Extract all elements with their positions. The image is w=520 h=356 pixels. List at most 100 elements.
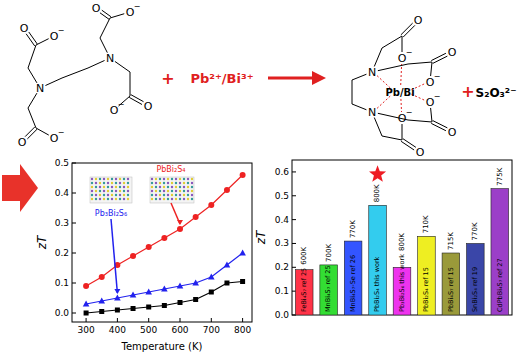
atom-dot: [111, 186, 113, 188]
y-tick: [72, 193, 76, 194]
series-line: [86, 282, 243, 314]
x-tick-label: 700: [203, 325, 220, 335]
atom-dot: [119, 198, 121, 200]
atom: O: [414, 14, 423, 27]
category-label: SnBi₂S₄ ref 19: [471, 267, 479, 312]
bond: [433, 56, 448, 63]
atom-dot: [171, 194, 173, 196]
bond: [36, 128, 49, 135]
series-label: Pb₃Bi₂S₆: [95, 209, 127, 218]
atom-dot: [123, 198, 125, 200]
atom-dot: [99, 178, 101, 180]
bond: [431, 62, 432, 76]
series-marker: [192, 280, 199, 286]
bar-annotation: 770K: [349, 220, 357, 238]
charge: −: [434, 92, 441, 101]
bond: [28, 45, 36, 68]
atom-dot: [123, 186, 125, 188]
atom-dot: [115, 198, 117, 200]
atom-dot: [163, 178, 165, 180]
highlight-star: [369, 165, 386, 181]
atom-dot: [155, 190, 157, 192]
x-tick: [148, 318, 149, 322]
atom: N: [368, 106, 376, 119]
atom: N: [368, 66, 376, 79]
atom-dot: [175, 194, 177, 196]
category-label: PbBi₂S₄ this work: [373, 256, 381, 312]
atom-dot: [95, 194, 97, 196]
bond: [45, 78, 62, 86]
charge: −: [406, 48, 413, 57]
atom: O: [448, 46, 457, 59]
atom-dot: [191, 186, 193, 188]
bond: [382, 36, 402, 48]
reaction-arrow-head: [312, 71, 326, 85]
bond: [129, 97, 142, 104]
series-group: [83, 172, 246, 316]
bond: [374, 118, 382, 136]
atom-dot: [107, 178, 109, 180]
series-label: PbBi₂S₄: [156, 165, 185, 174]
y-tick: [292, 219, 296, 220]
reaction-arrow: [268, 77, 314, 80]
bar-annotation: 770K: [471, 222, 479, 240]
atom-dot: [123, 190, 125, 192]
y-tick-label: 0.4: [55, 188, 70, 198]
charge: −: [134, 2, 141, 11]
atom-dot: [155, 198, 157, 200]
atom-dot: [107, 194, 109, 196]
atom-dot: [103, 178, 105, 180]
y-tick: [292, 243, 296, 244]
atom-dot: [175, 178, 177, 180]
atom-dot: [95, 178, 97, 180]
bond: [130, 72, 131, 96]
atom-dot: [127, 198, 129, 200]
reaction-scheme: NNOO−OO−OO−OO−+Pb²⁺/Bi³⁺NNO−OO−OO−OO−OPb…: [18, 2, 517, 159]
bond: [401, 141, 414, 150]
y-tick-label: 0.0: [55, 308, 70, 318]
bond: [401, 23, 413, 35]
bond: [131, 95, 144, 102]
series-marker: [239, 250, 246, 256]
atom-dot: [179, 182, 181, 184]
series-marker: [178, 300, 183, 305]
bar: [418, 236, 436, 315]
atom: N: [106, 52, 114, 65]
series-marker: [177, 283, 184, 289]
y-tick-label: 0.2: [275, 262, 289, 272]
charge: −: [406, 108, 413, 117]
bar-annotation: 800K: [398, 233, 406, 251]
bar-annotation: 710K: [422, 215, 430, 233]
series-marker: [145, 289, 152, 295]
atom-dot: [191, 190, 193, 192]
bond: [26, 34, 35, 46]
atom-dot: [103, 194, 105, 196]
series-marker: [208, 202, 214, 208]
atom-dot: [171, 198, 173, 200]
series-marker: [193, 214, 199, 220]
atom-dot: [111, 198, 113, 200]
atom-dot: [183, 190, 185, 192]
series-marker: [114, 295, 121, 301]
atom-dot: [163, 198, 165, 200]
bar-annotation: 800K: [373, 184, 381, 202]
atom-dot: [191, 198, 193, 200]
y-tick-label: 0.5: [275, 191, 289, 201]
bar-annotation: 775K: [496, 167, 504, 185]
atom-dot: [175, 182, 177, 184]
atom-dot: [171, 186, 173, 188]
x-tick-label: 300: [77, 325, 94, 335]
bond: [29, 32, 38, 44]
atom-dot: [123, 178, 125, 180]
atom-dot: [119, 178, 121, 180]
atom: O: [448, 126, 457, 139]
bar-annotation: 600K: [300, 246, 308, 264]
series-marker: [115, 308, 120, 313]
bond: [100, 18, 110, 38]
atom-dot: [91, 178, 93, 180]
series-marker: [240, 279, 245, 284]
bars-group: [295, 189, 508, 315]
atom-dot: [171, 190, 173, 192]
atom: O: [144, 100, 153, 113]
bond: [28, 108, 36, 128]
